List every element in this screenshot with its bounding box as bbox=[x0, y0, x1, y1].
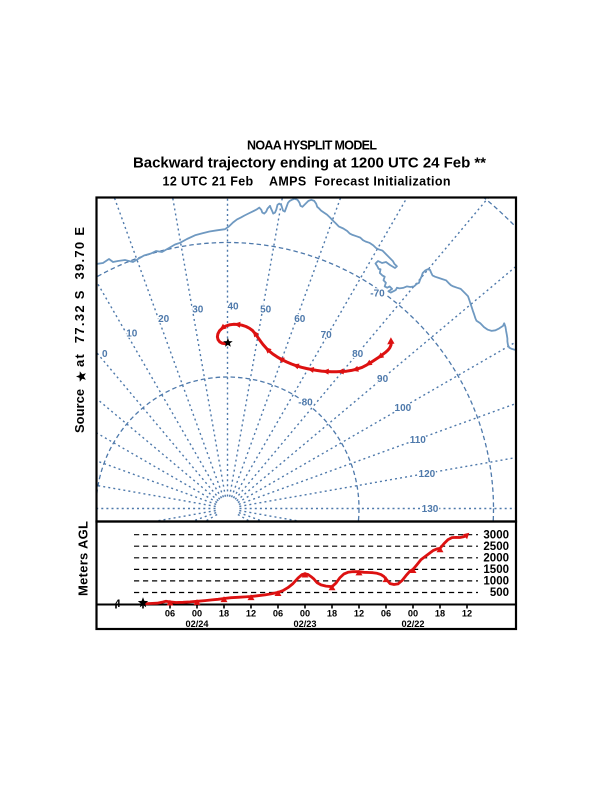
svg-text:06: 06 bbox=[165, 609, 175, 619]
svg-text:12: 12 bbox=[462, 609, 472, 619]
svg-text:-80: -80 bbox=[298, 397, 313, 408]
svg-text:1500: 1500 bbox=[483, 564, 509, 576]
svg-text:00: 00 bbox=[408, 609, 418, 619]
svg-text:2500: 2500 bbox=[483, 541, 509, 553]
svg-text:130: 130 bbox=[422, 504, 439, 515]
svg-text:06: 06 bbox=[273, 609, 283, 619]
svg-text:1000: 1000 bbox=[483, 576, 509, 588]
svg-text:70: 70 bbox=[321, 330, 333, 341]
svg-text:-70: -70 bbox=[370, 288, 385, 299]
svg-text:Backward trajectory ending at: Backward trajectory ending at 1200 UTC 2… bbox=[133, 154, 486, 171]
svg-text:20: 20 bbox=[158, 314, 170, 325]
svg-text:06: 06 bbox=[381, 609, 391, 619]
svg-text:12: 12 bbox=[354, 609, 364, 619]
svg-text:00: 00 bbox=[192, 609, 202, 619]
svg-text:02/23: 02/23 bbox=[294, 619, 317, 629]
svg-text:12 UTC 21 Feb AMPS Forecas: 12 UTC 21 Feb AMPS Forecast Initializati… bbox=[163, 174, 451, 188]
svg-text:30: 30 bbox=[192, 305, 204, 316]
svg-text:40: 40 bbox=[227, 302, 239, 313]
svg-text:100: 100 bbox=[395, 403, 412, 414]
svg-text:500: 500 bbox=[490, 587, 509, 599]
svg-text:NOAA HYSPLIT MODEL: NOAA HYSPLIT MODEL bbox=[247, 139, 377, 153]
svg-text:50: 50 bbox=[260, 305, 272, 316]
svg-text:10: 10 bbox=[126, 329, 138, 340]
svg-text:110: 110 bbox=[410, 435, 427, 446]
svg-text:0: 0 bbox=[102, 349, 108, 360]
svg-text:Meters AGL: Meters AGL bbox=[76, 521, 91, 596]
svg-text:4: 4 bbox=[115, 598, 122, 610]
svg-text:02/24: 02/24 bbox=[186, 619, 210, 629]
svg-text:90: 90 bbox=[377, 374, 389, 385]
svg-text:2000: 2000 bbox=[483, 552, 509, 564]
svg-text:Source: Source bbox=[72, 389, 87, 433]
svg-text:18: 18 bbox=[435, 609, 445, 619]
svg-text:00: 00 bbox=[300, 609, 310, 619]
svg-text:3000: 3000 bbox=[483, 529, 509, 541]
svg-text:at 77.32 S 39.70 E: at 77.32 S 39.70 E bbox=[72, 227, 87, 367]
svg-text:80: 80 bbox=[352, 349, 364, 360]
svg-text:18: 18 bbox=[219, 609, 229, 619]
svg-text:18: 18 bbox=[327, 609, 337, 619]
svg-text:02/22: 02/22 bbox=[402, 619, 425, 629]
svg-text:60: 60 bbox=[294, 314, 306, 325]
svg-text:12: 12 bbox=[246, 609, 256, 619]
svg-text:120: 120 bbox=[419, 469, 436, 480]
